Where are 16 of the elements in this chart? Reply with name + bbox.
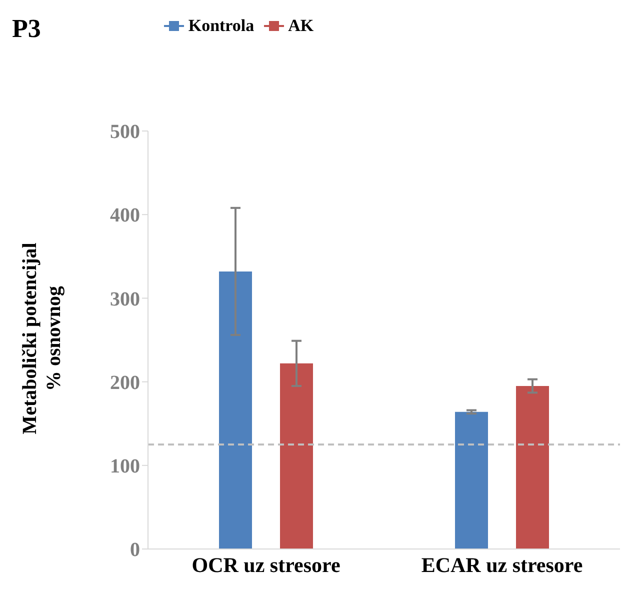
y-tick-label: 300 [110, 288, 140, 310]
x-tick-label: ECAR uz stresore [421, 552, 583, 577]
legend-label: Kontrola [188, 16, 254, 36]
y-axis-title: Metabolički potencijal % osnovnog [19, 242, 65, 434]
y-tick-label: 0 [130, 539, 140, 562]
y-tick-label: 200 [110, 372, 140, 394]
bar [516, 386, 549, 549]
bar [280, 363, 313, 549]
chart-title: P3 [12, 14, 41, 44]
bar [455, 412, 488, 549]
y-tick-label: 500 [110, 121, 140, 144]
legend-label: AK [288, 16, 314, 36]
x-tick-label: OCR uz stresore [192, 552, 340, 577]
y-tick-label: 400 [110, 204, 140, 227]
bar [219, 271, 252, 549]
y-tick-label: 100 [110, 456, 140, 478]
